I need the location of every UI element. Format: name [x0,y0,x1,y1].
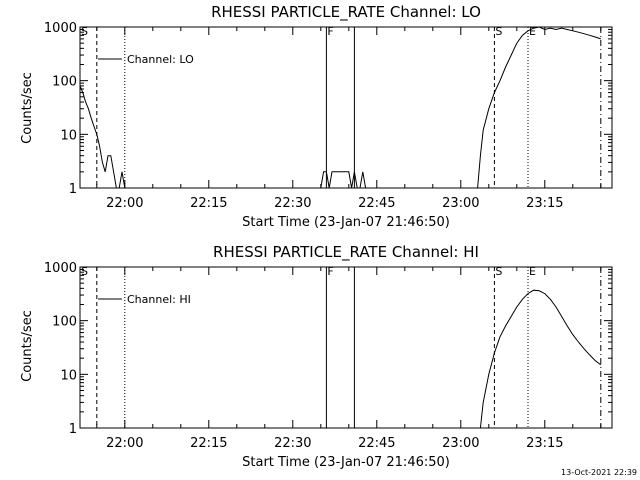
time-marker-label: F [327,25,333,38]
y-tick-label: 10 [60,368,77,383]
panel-hi-xlabel: Start Time (23-Jan-07 21:46:50) [242,455,450,470]
x-tick-label: 22:30 [274,436,311,451]
plot-frame [79,26,613,189]
time-marker-label: S [81,265,88,278]
y-tick-label: 1000 [44,261,77,276]
time-marker-label: S [495,25,502,38]
panel-hi-title: RHESSI PARTICLE_RATE Channel: HI [213,243,479,262]
panel-hi-axes: 22:00 22:15 22:30 22:45 23:00 23:15 1 10 100 1000… [44,261,613,451]
x-tick-label: 22:00 [106,196,143,211]
panel-lo-legend-label: Channel: LO [127,53,194,66]
panel-lo-axes: 22:00 22:15 22:30 22:45 23:00 23:15 1 10 100 1000… [44,21,613,211]
y-tick-label: 1000 [44,21,77,36]
time-marker-label: S [495,265,502,278]
time-marker-label: S [81,25,88,38]
series-line [79,26,601,189]
time-marker-label: E [529,265,536,278]
panel-hi-ylabel: Counts/sec [20,310,35,382]
x-tick-label: 22:45 [358,436,395,451]
x-tick-label: 22:30 [274,196,311,211]
x-tick-label: 22:15 [190,196,227,211]
y-tick-label: 100 [52,75,77,90]
footer-timestamp: 13-Oct-2021 22:39 [561,468,637,477]
time-marker-label: F [327,265,333,278]
panel-lo-xlabel: Start Time (23-Jan-07 21:46:50) [242,215,450,230]
panel-lo: RHESSI PARTICLE_RATE Channel: LO Counts/… [20,3,613,230]
y-tick-label: 1 [69,422,77,437]
y-tick-label: 10 [60,128,77,143]
x-tick-label: 23:00 [442,196,479,211]
x-tick-label: 22:15 [190,436,227,451]
x-tick-label: 22:00 [106,436,143,451]
x-tick-label: 23:15 [526,436,563,451]
y-tick-label: 100 [52,315,77,330]
panel-hi: RHESSI PARTICLE_RATE Channel: HI Counts/… [20,243,613,470]
panel-hi-legend-label: Channel: HI [127,293,191,306]
panel-lo-title: RHESSI PARTICLE_RATE Channel: LO [211,3,481,22]
panel-lo-ylabel: Counts/sec [20,72,35,144]
series-line [479,289,602,429]
x-tick-label: 23:00 [442,436,479,451]
time-marker-label: E [529,25,536,38]
x-tick-label: 23:15 [526,196,563,211]
x-tick-label: 22:45 [358,196,395,211]
y-tick-label: 1 [69,182,77,197]
